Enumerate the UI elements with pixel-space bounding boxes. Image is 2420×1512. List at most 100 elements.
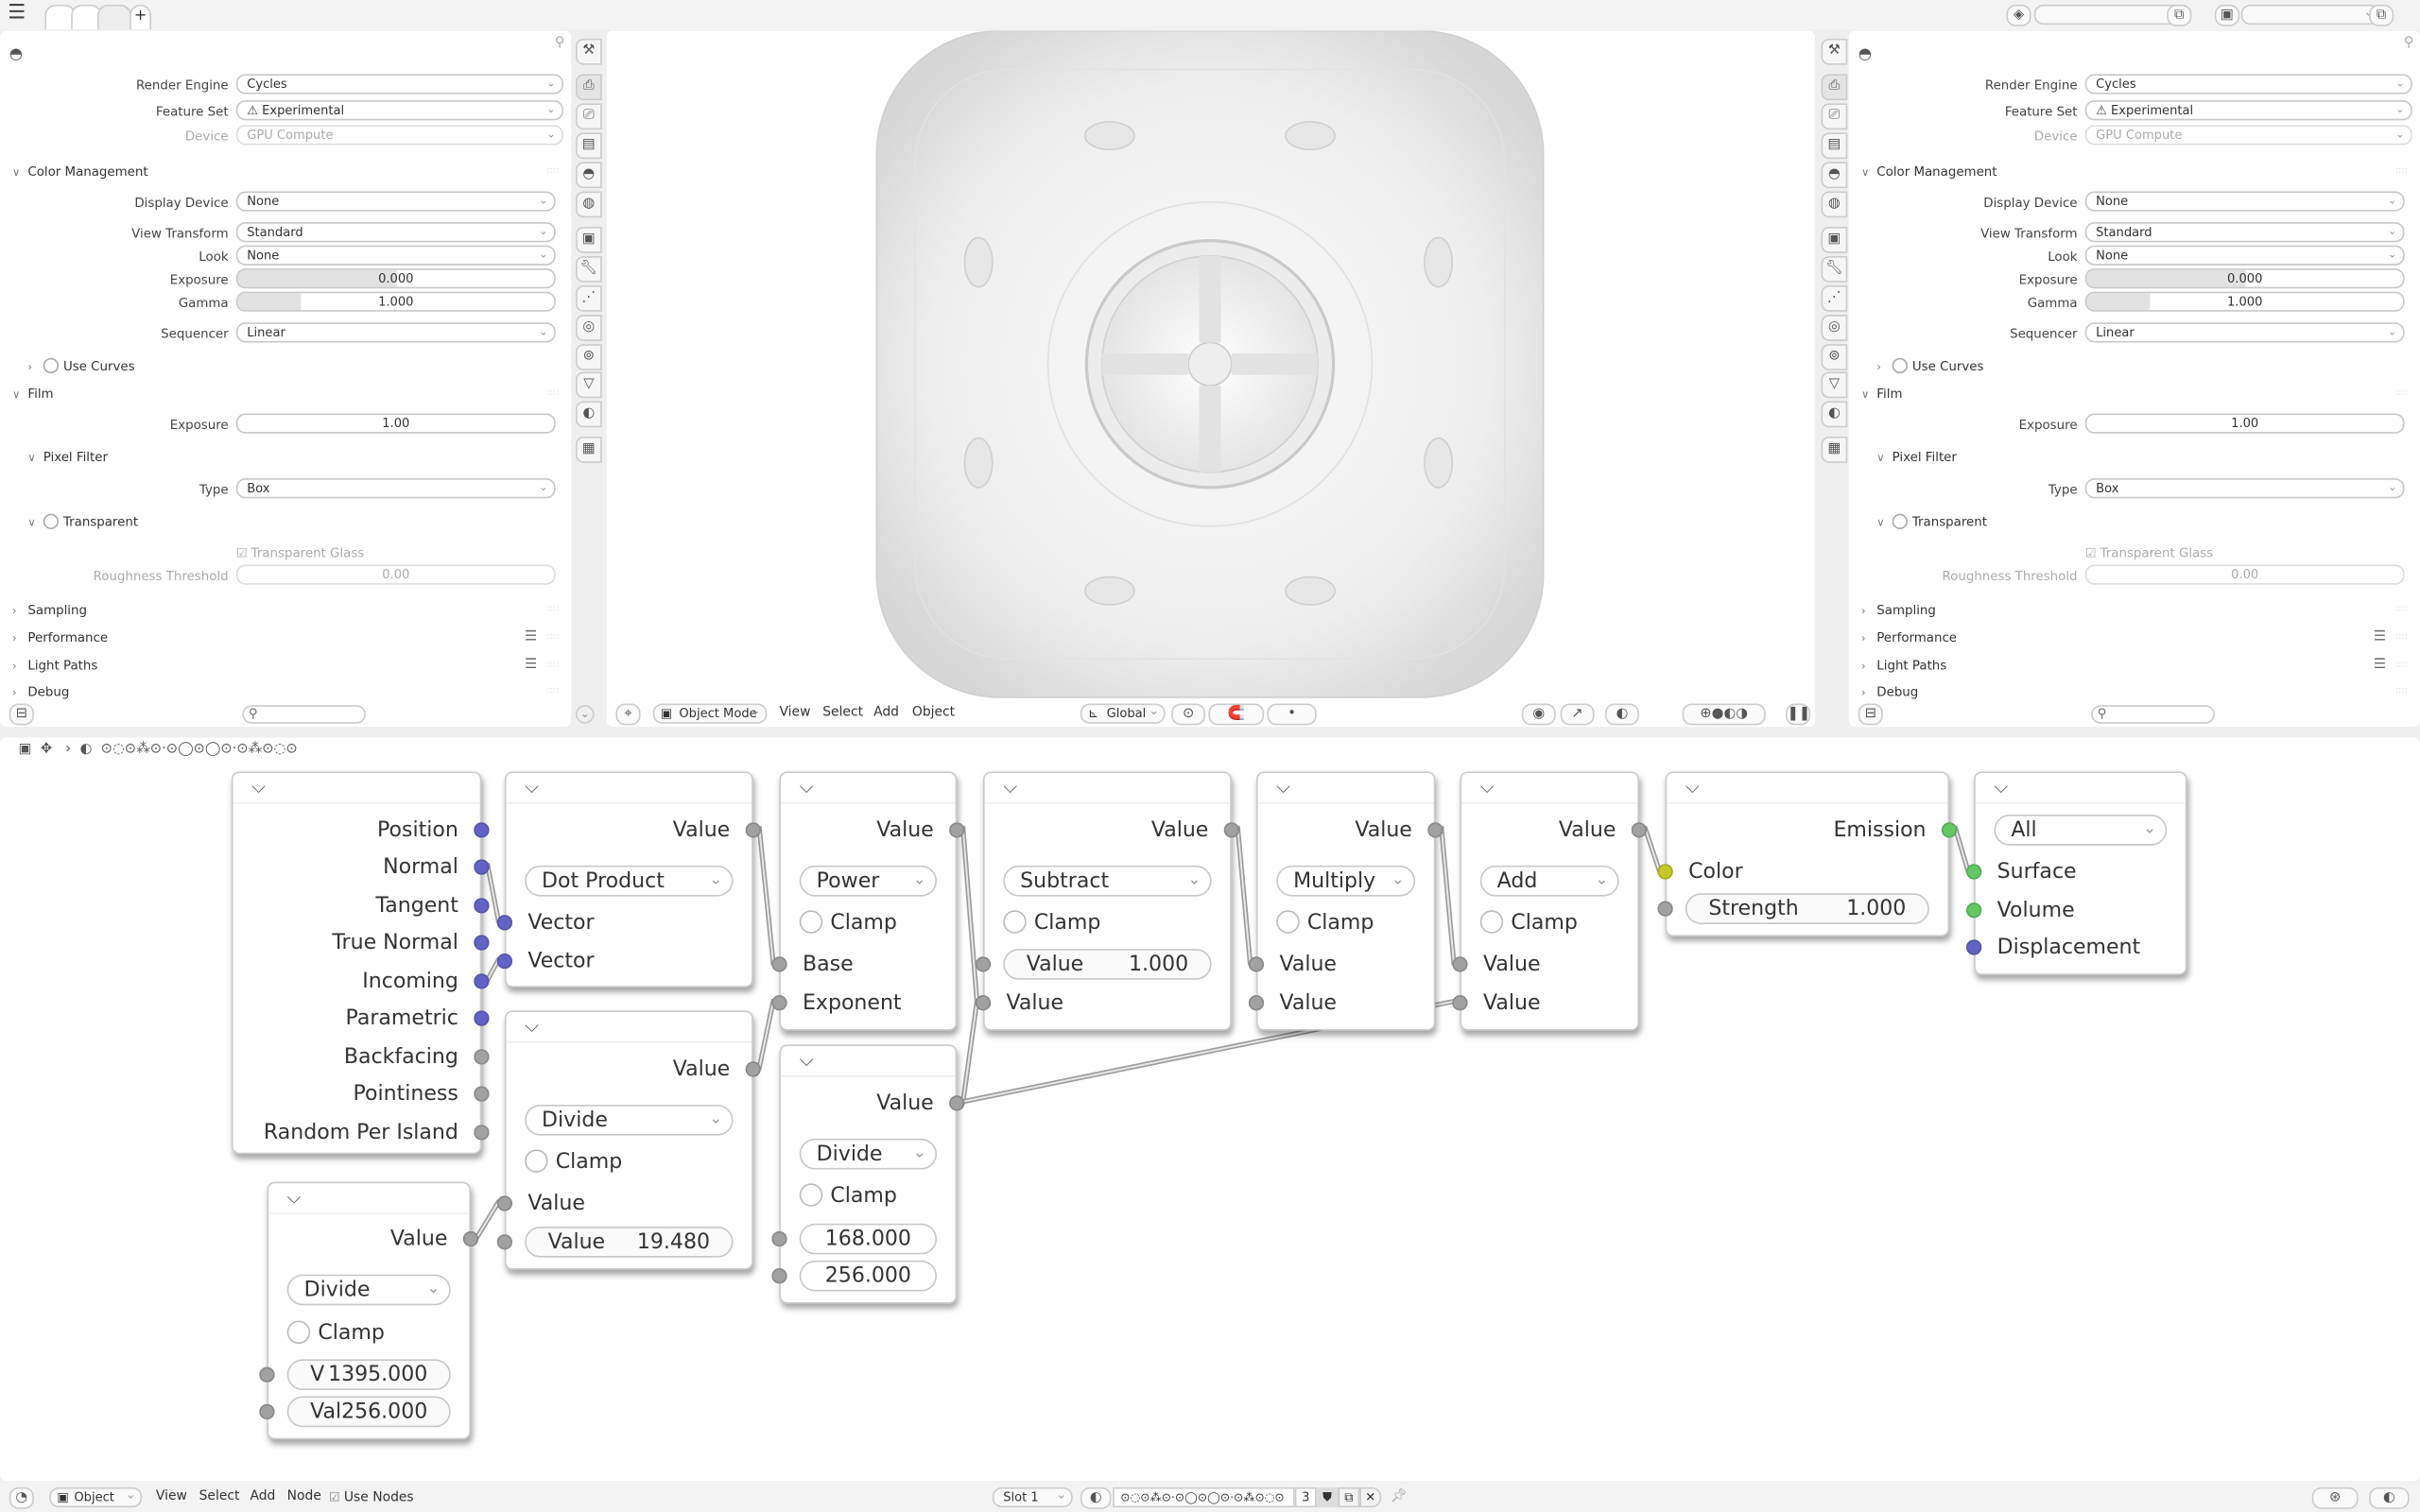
3d-viewport[interactable]: ⌖ Object Mode ▣ View Select Add Object ⊾ G… bbox=[606, 30, 1815, 727]
look-dropdown[interactable]: None ⌄ bbox=[235, 245, 556, 266]
render-engine-dropdown[interactable]: Cycles ⌄ bbox=[2084, 74, 2412, 94]
clamp-checkbox[interactable]: Clamp bbox=[286, 1317, 385, 1349]
clamp-checkbox[interactable]: Clamp bbox=[1479, 907, 1578, 938]
node[interactable]: ⌵ All ⌄ Surface Volume Displacement bbox=[1966, 771, 2187, 975]
float-socket[interactable] bbox=[771, 1230, 787, 1247]
view-layer-icon[interactable]: ▣ bbox=[2214, 4, 2239, 26]
vector-socket[interactable] bbox=[474, 1010, 490, 1026]
panel-color-management[interactable]: ∨ Color Management bbox=[1861, 161, 1997, 183]
drag-handle-icon[interactable]: :::: bbox=[545, 630, 560, 643]
operation-dropdown[interactable]: Divide ⌄ bbox=[799, 1138, 938, 1170]
float-socket[interactable] bbox=[496, 1234, 513, 1250]
node-header[interactable]: ⌵ bbox=[1461, 773, 1638, 804]
proportional-edit-icon[interactable]: • bbox=[1267, 703, 1317, 726]
operation-dropdown[interactable]: Divide ⌄ bbox=[286, 1274, 451, 1306]
value-field[interactable]: V 1395.000 bbox=[286, 1359, 451, 1391]
sequencer-dropdown[interactable]: Linear ⌄ bbox=[235, 322, 556, 343]
collapse-chevron-icon[interactable]: ⌵ bbox=[799, 1049, 814, 1072]
panel-sampling[interactable]: › Sampling bbox=[1861, 598, 1936, 621]
float-socket[interactable] bbox=[474, 1049, 490, 1065]
collapse-chevron-icon[interactable]: ⌵ bbox=[1003, 776, 1018, 799]
visibility-icon[interactable]: ◉ bbox=[1521, 703, 1556, 726]
float-socket[interactable] bbox=[975, 995, 992, 1011]
shader-type-dropdown[interactable]: ▣ Object bbox=[49, 1486, 143, 1508]
mode-dropdown[interactable]: Object Mode ▣ bbox=[652, 702, 768, 724]
value-field[interactable]: 256.000 bbox=[799, 1260, 938, 1292]
color-socket[interactable] bbox=[1657, 864, 1673, 880]
drag-handle-icon[interactable]: :::: bbox=[2394, 603, 2408, 614]
panel-light-paths[interactable]: › Light Paths bbox=[12, 654, 97, 677]
view-layer-selector[interactable] bbox=[2240, 3, 2380, 26]
drag-handle-icon[interactable]: :::: bbox=[2394, 684, 2408, 696]
panel-performance[interactable]: › Performance bbox=[1861, 627, 1957, 649]
node[interactable]: ⌵ Value Power ⌄ Clamp Base Exponent bbox=[771, 771, 965, 1031]
drag-handle-icon[interactable]: :::: bbox=[2394, 659, 2408, 670]
node-header[interactable]: ⌵ bbox=[506, 773, 752, 804]
display-device-dropdown[interactable]: None ⌄ bbox=[2084, 191, 2405, 212]
float-socket[interactable] bbox=[771, 995, 787, 1011]
float-socket[interactable] bbox=[745, 822, 761, 838]
panel-performance[interactable]: › Performance bbox=[12, 627, 108, 649]
node-header[interactable]: ⌵ bbox=[268, 1183, 470, 1214]
menu-add[interactable]: Add bbox=[873, 705, 899, 721]
pin-icon[interactable]: ⚲ bbox=[2403, 35, 2414, 51]
collapse-chevron-icon[interactable]: ⌵ bbox=[1994, 776, 2009, 799]
scene-selector[interactable] bbox=[2033, 3, 2189, 26]
look-dropdown[interactable]: None ⌄ bbox=[2084, 245, 2405, 266]
float-socket[interactable] bbox=[771, 1268, 787, 1284]
pause-icon[interactable]: ❚❚ bbox=[1785, 703, 1810, 726]
display-device-dropdown[interactable]: None ⌄ bbox=[235, 191, 556, 212]
list-icon[interactable]: ☰ bbox=[2373, 657, 2387, 673]
view-layer-tab-icon[interactable]: ▤ bbox=[575, 132, 602, 160]
shader-socket[interactable] bbox=[1941, 822, 1958, 838]
type-dropdown[interactable]: Box ⌄ bbox=[2084, 478, 2405, 499]
float-socket[interactable] bbox=[474, 1086, 490, 1102]
gizmo-icon[interactable]: ↗ bbox=[1560, 703, 1595, 726]
node-header[interactable]: ⌵ bbox=[781, 1046, 956, 1077]
overlay-icon[interactable]: ◐ bbox=[1604, 703, 1639, 726]
panel-light-paths[interactable]: › Light Paths bbox=[1861, 654, 1946, 677]
add-workspace-button[interactable]: + bbox=[130, 4, 151, 30]
material-tab-icon[interactable]: ◐ bbox=[1821, 401, 1848, 428]
node-link[interactable] bbox=[957, 827, 983, 1003]
collapse-chevron-icon[interactable]: ⌵ bbox=[1685, 776, 1700, 799]
subpanel-pixel-filter[interactable]: ∨ Pixel Filter bbox=[27, 446, 108, 469]
options-icon[interactable]: ⌄ bbox=[575, 705, 595, 724]
menu-view[interactable]: View bbox=[155, 1488, 187, 1504]
workspace-tab[interactable] bbox=[44, 4, 76, 30]
pin-icon[interactable]: 📌︎ bbox=[1391, 1488, 1408, 1504]
subpanel-pixel-filter[interactable]: ∨ Pixel Filter bbox=[1876, 446, 1957, 469]
new-scene-icon[interactable]: ⧉ bbox=[2167, 4, 2192, 26]
modifiers-tab-icon[interactable]: 🔧︎ bbox=[1821, 256, 1848, 283]
world-tab-icon[interactable]: ◍ bbox=[1821, 191, 1848, 218]
particles-tab-icon[interactable]: ⋰ bbox=[575, 285, 602, 312]
collapse-chevron-icon[interactable]: ⌵ bbox=[251, 776, 266, 799]
node[interactable]: ⌵ Emission Color Strength 1.000 bbox=[1657, 771, 1958, 937]
clamp-checkbox[interactable]: Clamp bbox=[799, 907, 897, 938]
float-socket[interactable] bbox=[259, 1403, 275, 1420]
node[interactable]: ⌵ Value Dot Product ⌄ Vector Vector bbox=[496, 771, 761, 988]
panel-sampling[interactable]: › Sampling bbox=[12, 598, 87, 621]
scene-icon[interactable]: ◈ bbox=[2006, 4, 2031, 26]
vector-socket[interactable] bbox=[496, 915, 513, 931]
editor-type-icon[interactable]: ◔ bbox=[9, 1486, 34, 1509]
operation-dropdown[interactable]: Add ⌄ bbox=[1479, 865, 1619, 897]
subpanel-transparent[interactable]: ∨ Transparent bbox=[27, 510, 138, 533]
shading-buttons[interactable]: ⊕●◐◑ bbox=[1682, 703, 1766, 726]
node-link[interactable] bbox=[752, 827, 780, 964]
view-transform-dropdown[interactable]: Standard ⌄ bbox=[2084, 222, 2405, 243]
panel-debug[interactable]: › Debug bbox=[1861, 680, 1918, 703]
object-tab-icon[interactable]: ▣ bbox=[575, 226, 602, 253]
menu-select[interactable]: Select bbox=[199, 1488, 240, 1504]
node-header[interactable]: ⌵ bbox=[1975, 773, 2186, 804]
node-link[interactable] bbox=[1231, 827, 1256, 964]
use-curves-checkbox[interactable] bbox=[1892, 357, 1908, 374]
collapse-chevron-icon[interactable]: ⌵ bbox=[1479, 776, 1495, 799]
fake-user-shield-icon[interactable]: ⛊ bbox=[1316, 1486, 1339, 1508]
output-tab-icon[interactable]: ⎚ bbox=[575, 103, 602, 130]
tool-tab-icon[interactable]: ⚒ bbox=[1821, 38, 1848, 65]
node-link[interactable] bbox=[752, 1000, 780, 1069]
vector-socket[interactable] bbox=[474, 859, 490, 875]
output-tab-icon[interactable]: ⎚ bbox=[1821, 103, 1848, 130]
operation-dropdown[interactable]: Dot Product ⌄ bbox=[525, 865, 734, 897]
